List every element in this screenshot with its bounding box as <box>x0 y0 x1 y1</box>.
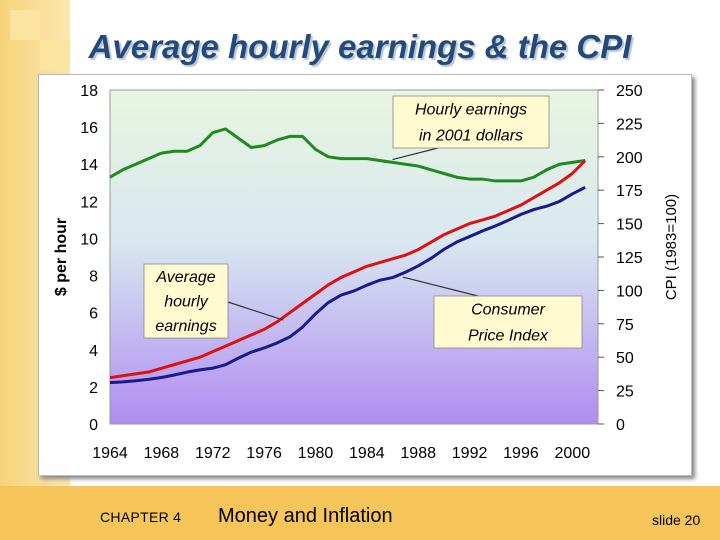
y-tick-label: 8 <box>89 269 98 286</box>
y2-tick-label: 25 <box>616 384 634 401</box>
annotation-text: in 2001 dollars <box>419 128 523 145</box>
y-tick-label: 6 <box>89 306 98 323</box>
y2-tick-label: 100 <box>616 283 643 300</box>
x-tick-label: 1964 <box>92 445 128 462</box>
annotation-box <box>143 263 229 339</box>
y2-tick-label: 225 <box>616 116 643 133</box>
annotation-text: hourly <box>164 293 209 310</box>
annotation-leader-line <box>392 147 439 161</box>
y-tick-label: 12 <box>80 194 98 211</box>
annotation-text: Consumer <box>471 302 545 319</box>
series-line-nominal <box>109 159 587 380</box>
slide-number: slide 20 <box>652 512 701 528</box>
annotation-text: Average <box>155 269 215 286</box>
footer-band <box>0 486 720 540</box>
annotation-box <box>392 95 550 149</box>
decorative-square <box>40 40 70 70</box>
y2-tick-label: 200 <box>616 150 643 167</box>
x-tick-label: 1988 <box>400 445 436 462</box>
y-tick-label: 10 <box>80 231 98 248</box>
annotation-text: earnings <box>155 318 216 335</box>
y2-tick-label: 250 <box>616 83 643 100</box>
y2-tick-label: 175 <box>616 183 643 200</box>
annotation-text: Price Index <box>468 328 549 345</box>
y-tick-label: 0 <box>89 417 98 434</box>
x-tick-label: 1968 <box>144 445 180 462</box>
annotation-text: Hourly earnings <box>415 102 527 119</box>
x-tick-label: 1992 <box>452 445 488 462</box>
y-tick-label: 14 <box>80 157 98 174</box>
x-tick-label: 2000 <box>555 445 591 462</box>
x-tick-label: 1976 <box>246 445 282 462</box>
y2-tick-label: 150 <box>616 217 643 234</box>
y2-tick-label: 50 <box>616 350 634 367</box>
chapter-label: CHAPTER 4 <box>100 509 182 525</box>
decorative-square <box>10 10 40 40</box>
x-tick-label: 1980 <box>298 445 334 462</box>
y-tick-label: 18 <box>80 83 98 100</box>
chart: 0 2 4 6 8 10 12 14 16 18 0 25 50 75 100 125 150 175 200 225… <box>53 83 680 462</box>
y2-tick-label: 0 <box>616 417 625 434</box>
y2-tick-label: 75 <box>616 317 634 334</box>
y-tick-label: 2 <box>89 380 98 397</box>
annotation-leader-line <box>402 276 479 297</box>
x-tick-label: 1996 <box>503 445 539 462</box>
y2-tick-label: 125 <box>616 250 643 267</box>
chapter-title: Money and Inflation <box>218 505 393 527</box>
y-axis-label: $ per hour <box>53 218 70 296</box>
annotation-box <box>433 295 583 349</box>
x-tick-label: 1972 <box>195 445 231 462</box>
slide-title: Average hourly earnings & the CPI <box>88 28 632 65</box>
series-line-cpi <box>109 186 586 385</box>
series-line-real <box>109 127 586 183</box>
y-tick-label: 4 <box>89 343 98 360</box>
y-tick-label: 16 <box>80 120 98 137</box>
x-tick-label: 1984 <box>349 445 385 462</box>
y2-axis-label: CPI (1983=100) <box>663 194 680 300</box>
annotation-leader-line <box>227 301 284 321</box>
